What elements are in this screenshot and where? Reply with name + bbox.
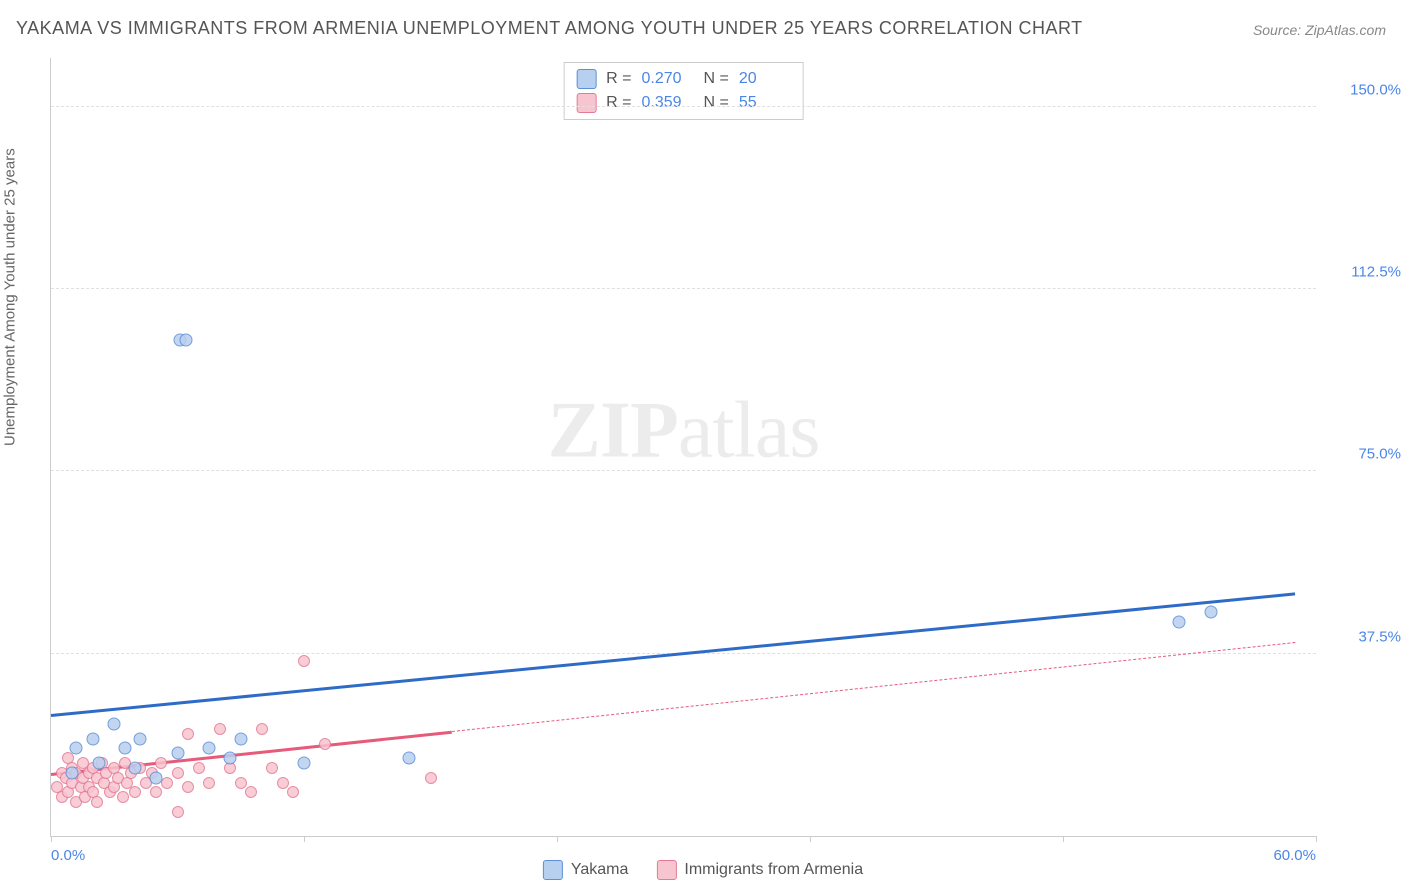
stats-n-value: 55 bbox=[739, 94, 791, 112]
y-tick-label: 150.0% bbox=[1326, 81, 1401, 98]
data-point bbox=[179, 334, 192, 347]
legend-swatch bbox=[576, 93, 596, 113]
data-point bbox=[203, 742, 216, 755]
data-point bbox=[117, 791, 129, 803]
data-point bbox=[182, 728, 194, 740]
x-tick bbox=[810, 836, 811, 842]
data-point bbox=[319, 738, 331, 750]
source-attribution: Source: ZipAtlas.com bbox=[1253, 22, 1386, 38]
data-point bbox=[91, 796, 103, 808]
data-point bbox=[245, 786, 257, 798]
data-point bbox=[172, 767, 184, 779]
data-point bbox=[87, 732, 100, 745]
stats-r-value: 0.270 bbox=[642, 70, 694, 88]
stats-legend: R = 0.270 N = 20 R = 0.359 N = 55 bbox=[563, 62, 804, 120]
data-point bbox=[129, 761, 142, 774]
stats-n-label: N = bbox=[704, 94, 729, 112]
x-tick bbox=[51, 836, 52, 842]
stats-legend-row: R = 0.359 N = 55 bbox=[576, 91, 791, 115]
data-point bbox=[256, 723, 268, 735]
data-point bbox=[172, 806, 184, 818]
stats-r-label: R = bbox=[606, 94, 631, 112]
stats-r-label: R = bbox=[606, 70, 631, 88]
stats-n-value: 20 bbox=[739, 70, 791, 88]
data-point bbox=[235, 777, 247, 789]
data-point bbox=[171, 747, 184, 760]
trend-line bbox=[51, 593, 1295, 718]
data-point bbox=[203, 777, 215, 789]
data-point bbox=[1172, 616, 1185, 629]
data-point bbox=[150, 786, 162, 798]
x-tick bbox=[557, 836, 558, 842]
data-point bbox=[193, 762, 205, 774]
data-point bbox=[93, 757, 106, 770]
data-point bbox=[277, 777, 289, 789]
legend-swatch bbox=[656, 860, 676, 880]
gridline-h bbox=[51, 470, 1316, 471]
data-point bbox=[182, 781, 194, 793]
x-tick bbox=[1316, 836, 1317, 842]
x-tick-label: 0.0% bbox=[51, 847, 85, 864]
data-point bbox=[425, 772, 437, 784]
legend-swatch bbox=[543, 860, 563, 880]
legend-label: Immigrants from Armenia bbox=[684, 861, 863, 879]
data-point bbox=[298, 757, 311, 770]
data-point bbox=[298, 655, 310, 667]
data-point bbox=[214, 723, 226, 735]
data-point bbox=[118, 742, 131, 755]
data-point bbox=[133, 732, 146, 745]
legend-item: Immigrants from Armenia bbox=[656, 860, 863, 880]
data-point bbox=[234, 732, 247, 745]
data-point bbox=[108, 718, 121, 731]
x-tick bbox=[1063, 836, 1064, 842]
y-tick-label: 112.5% bbox=[1326, 263, 1401, 280]
x-tick bbox=[304, 836, 305, 842]
data-point bbox=[1204, 606, 1217, 619]
scatter-plot-area: ZIPatlas R =0.270N =20R =0.359N =55 37.5… bbox=[50, 58, 1316, 837]
data-point bbox=[224, 752, 237, 765]
data-point bbox=[70, 742, 83, 755]
data-point bbox=[287, 786, 299, 798]
data-point bbox=[66, 766, 79, 779]
stats-n-label: N = bbox=[704, 70, 729, 88]
gridline-h bbox=[51, 288, 1316, 289]
legend-swatch bbox=[576, 69, 596, 89]
stats-legend-row: R = 0.270 N = 20 bbox=[576, 67, 791, 91]
legend-label: Yakama bbox=[571, 861, 629, 879]
data-point bbox=[150, 771, 163, 784]
trend-line bbox=[452, 641, 1295, 731]
stats-r-value: 0.359 bbox=[642, 94, 694, 112]
data-point bbox=[155, 757, 167, 769]
y-tick-label: 75.0% bbox=[1326, 446, 1401, 463]
y-tick-label: 37.5% bbox=[1326, 628, 1401, 645]
series-legend: Yakama Immigrants from Armenia bbox=[543, 860, 863, 880]
x-tick-label: 60.0% bbox=[1273, 847, 1316, 864]
watermark: ZIPatlas bbox=[548, 386, 820, 477]
chart-title: YAKAMA VS IMMIGRANTS FROM ARMENIA UNEMPL… bbox=[16, 18, 1083, 39]
gridline-h bbox=[51, 106, 1316, 107]
legend-item: Yakama bbox=[543, 860, 629, 880]
y-axis-label: Unemployment Among Youth under 25 years bbox=[2, 148, 19, 446]
data-point bbox=[403, 752, 416, 765]
data-point bbox=[129, 786, 141, 798]
data-point bbox=[266, 762, 278, 774]
